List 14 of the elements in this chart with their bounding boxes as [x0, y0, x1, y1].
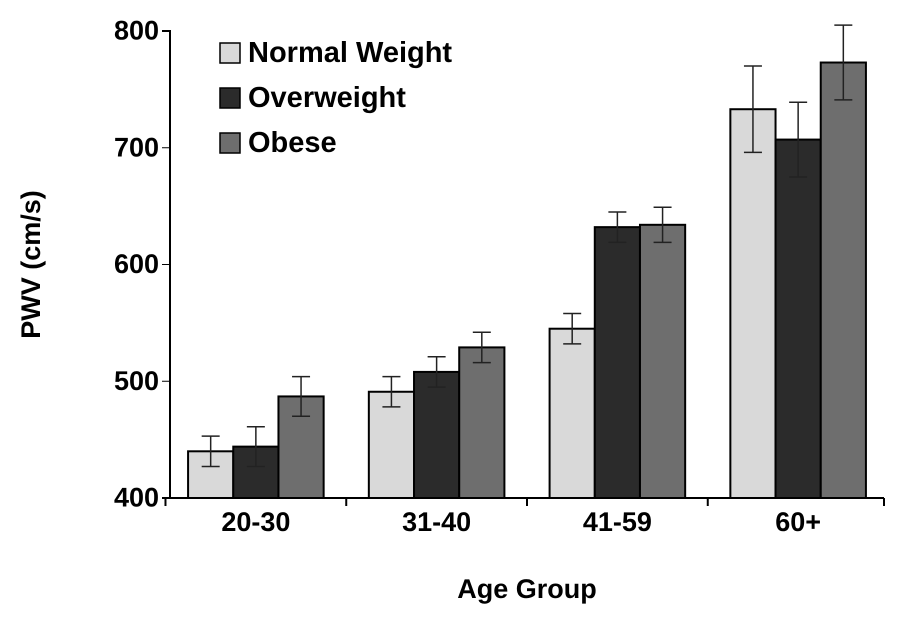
y-tick-label: 700 — [114, 132, 159, 162]
y-axis-title: PWV (cm/s) — [16, 190, 46, 339]
legend-label: Normal Weight — [248, 37, 452, 69]
x-tick-label: 20-30 — [221, 507, 290, 538]
legend-label: Obese — [248, 127, 337, 159]
y-tick-label: 800 — [114, 16, 159, 46]
y-tick-label: 500 — [114, 366, 159, 396]
legend-label: Overweight — [248, 82, 406, 114]
y-tick-label: 400 — [114, 482, 159, 513]
y-tick-label: 600 — [114, 249, 159, 280]
x-tick-label: 41-59 — [582, 507, 652, 538]
x-tick-label: 60+ — [775, 507, 822, 538]
x-axis-title: Age Group — [457, 574, 597, 604]
x-tick-label: 31-40 — [402, 507, 472, 538]
